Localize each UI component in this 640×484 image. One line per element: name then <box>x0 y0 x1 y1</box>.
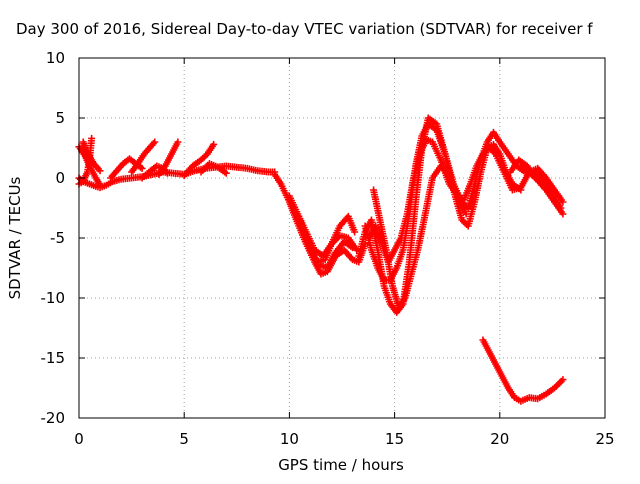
data-point <box>559 210 567 218</box>
y-tick-label: 0 <box>55 169 65 187</box>
data-series <box>306 238 357 272</box>
data-point <box>351 228 359 236</box>
data-point <box>353 246 361 254</box>
data-series <box>370 162 470 312</box>
grid-layer <box>79 58 605 418</box>
x-tick-label: 5 <box>179 430 189 448</box>
data-series <box>365 136 567 266</box>
y-tick-label: -5 <box>50 229 65 247</box>
x-tick-label: 25 <box>595 430 614 448</box>
chart-title: Day 300 of 2016, Sidereal Day-to-day VTE… <box>16 20 593 38</box>
marks-layer <box>75 114 567 405</box>
data-point <box>210 140 218 148</box>
data-series <box>296 216 361 266</box>
y-axis-label: SDTVAR / TECUs <box>6 176 24 299</box>
data-point <box>88 134 96 142</box>
data-point <box>163 169 171 177</box>
x-tick-labels: 0 5 10 15 20 25 <box>74 430 614 448</box>
x-tick-label: 10 <box>280 430 299 448</box>
y-tick-label: -20 <box>41 409 66 427</box>
data-point <box>349 244 357 252</box>
x-tick-label: 15 <box>385 430 404 448</box>
data-series <box>75 134 96 188</box>
data-series <box>155 138 182 178</box>
data-series <box>517 162 567 218</box>
y-tick-label: -15 <box>41 349 66 367</box>
y-tick-label: -10 <box>41 289 66 307</box>
data-series <box>197 160 230 177</box>
data-series <box>180 140 218 180</box>
data-point <box>138 164 146 172</box>
data-point <box>462 210 470 218</box>
data-point <box>151 138 159 146</box>
data-series <box>479 336 567 405</box>
data-point <box>559 198 567 206</box>
y-tick-label: 10 <box>46 49 65 67</box>
ticks-layer <box>78 57 606 419</box>
data-point <box>222 169 230 177</box>
x-axis-label: GPS time / hours <box>278 456 404 474</box>
x-tick-label: 0 <box>74 430 84 448</box>
y-tick-label: 5 <box>55 109 65 127</box>
data-point <box>96 167 104 175</box>
x-tick-label: 20 <box>490 430 509 448</box>
data-series <box>128 138 159 176</box>
y-tick-labels: -20 -15 -10 -5 0 5 10 <box>41 49 66 427</box>
data-point <box>96 181 104 189</box>
data-series <box>75 162 279 192</box>
data-point <box>559 376 567 384</box>
data-point <box>174 138 182 146</box>
